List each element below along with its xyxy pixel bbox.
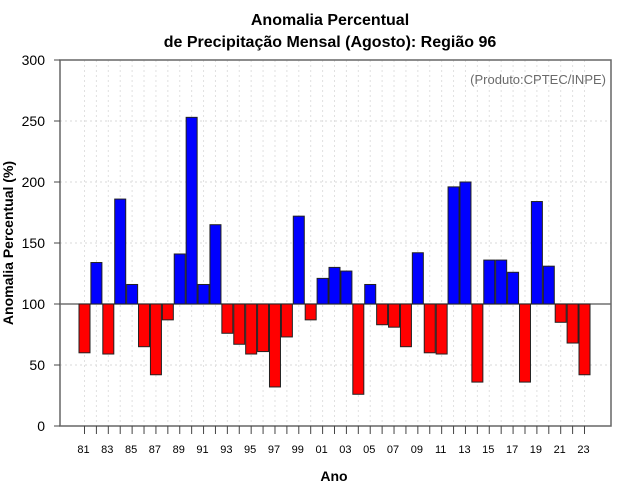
bar-85	[126, 283, 139, 305]
chart-title-line2: de Precipitação Mensal (Agosto): Região …	[164, 34, 497, 51]
product-annotation: (Produto:CPTEC/INPE)	[470, 72, 606, 87]
y-tick-label: 300	[22, 52, 46, 68]
bar-04	[352, 303, 365, 395]
bar-17	[507, 271, 520, 305]
bar-03	[340, 270, 353, 305]
bar-01	[316, 277, 329, 305]
y-tick-label: 0	[37, 418, 45, 434]
x-axis-label: Ano	[320, 468, 347, 484]
bar-97	[268, 303, 281, 388]
grid	[60, 60, 611, 426]
bar-14	[471, 303, 484, 383]
bar-06	[376, 303, 389, 326]
bar-91	[197, 283, 210, 305]
bar-22	[566, 303, 579, 344]
y-axis-label: Anomalia Percentual (%)	[0, 161, 16, 325]
x-tick-label: 23	[577, 444, 589, 456]
x-tick-label: 01	[315, 444, 327, 456]
bar-87	[149, 303, 162, 376]
bar-90	[185, 116, 198, 305]
x-tick-label: 81	[77, 444, 89, 456]
bar-15	[483, 259, 496, 305]
bar-93	[221, 303, 234, 334]
bar-09	[411, 252, 424, 305]
bar-19	[530, 201, 543, 305]
bar-82	[90, 262, 103, 305]
bar-88	[161, 303, 174, 321]
bar-94	[233, 303, 246, 345]
bar-84	[114, 198, 127, 305]
x-tick-label: 91	[196, 444, 208, 456]
bar-05	[364, 283, 377, 305]
bars	[60, 116, 611, 395]
x-tick-label: 85	[125, 444, 137, 456]
bar-23	[578, 303, 591, 376]
bar-07	[388, 303, 401, 328]
bar-96	[257, 303, 270, 353]
x-tick-label: 99	[292, 444, 304, 456]
y-tick-label: 100	[22, 296, 46, 312]
bar-95	[245, 303, 258, 355]
bar-13	[459, 181, 472, 305]
x-tick-label: 17	[506, 444, 518, 456]
x-tick-label: 05	[363, 444, 375, 456]
bar-02	[328, 266, 341, 305]
x-tick-label: 93	[220, 444, 232, 456]
bar-98	[280, 303, 293, 338]
x-tick-label: 19	[530, 444, 542, 456]
bar-21	[554, 303, 567, 323]
y-tick-label: 250	[22, 113, 46, 129]
x-tick-label: 03	[339, 444, 351, 456]
bar-20	[542, 265, 555, 305]
bar-99	[292, 215, 305, 305]
bar-08	[399, 303, 412, 348]
x-tick-label: 15	[482, 444, 494, 456]
x-tick-label: 07	[387, 444, 399, 456]
x-tick-label: 95	[244, 444, 256, 456]
bar-10	[423, 303, 436, 354]
bar-11	[435, 303, 448, 355]
bar-81	[78, 303, 91, 354]
x-tick-label: 13	[458, 444, 470, 456]
bar-12	[447, 186, 460, 305]
x-tick-label: 97	[268, 444, 280, 456]
x-axis: 81 83 85 87 89 91 93 95 97 99 01 03 05 07 09 11 13 15 17 19…	[77, 426, 590, 456]
x-tick-label: 87	[149, 444, 161, 456]
y-tick-label: 200	[22, 174, 46, 190]
chart-title-line1: Anomalia Percentual	[251, 12, 409, 29]
bar-86	[138, 303, 151, 348]
bar-18	[518, 303, 531, 383]
bar-83	[102, 303, 115, 355]
x-tick-label: 09	[411, 444, 423, 456]
bar-16	[495, 259, 508, 305]
x-tick-label: 21	[554, 444, 566, 456]
bar-92	[209, 224, 222, 305]
y-axis: 0 50 100 150 200 250 300	[22, 52, 612, 434]
y-tick-label: 50	[29, 357, 45, 373]
y-tick-label: 150	[22, 235, 46, 251]
x-tick-label: 83	[101, 444, 113, 456]
x-tick-label: 11	[435, 444, 446, 456]
bar-00	[304, 303, 317, 321]
x-tick-label: 89	[173, 444, 185, 456]
bar-89	[173, 253, 186, 305]
